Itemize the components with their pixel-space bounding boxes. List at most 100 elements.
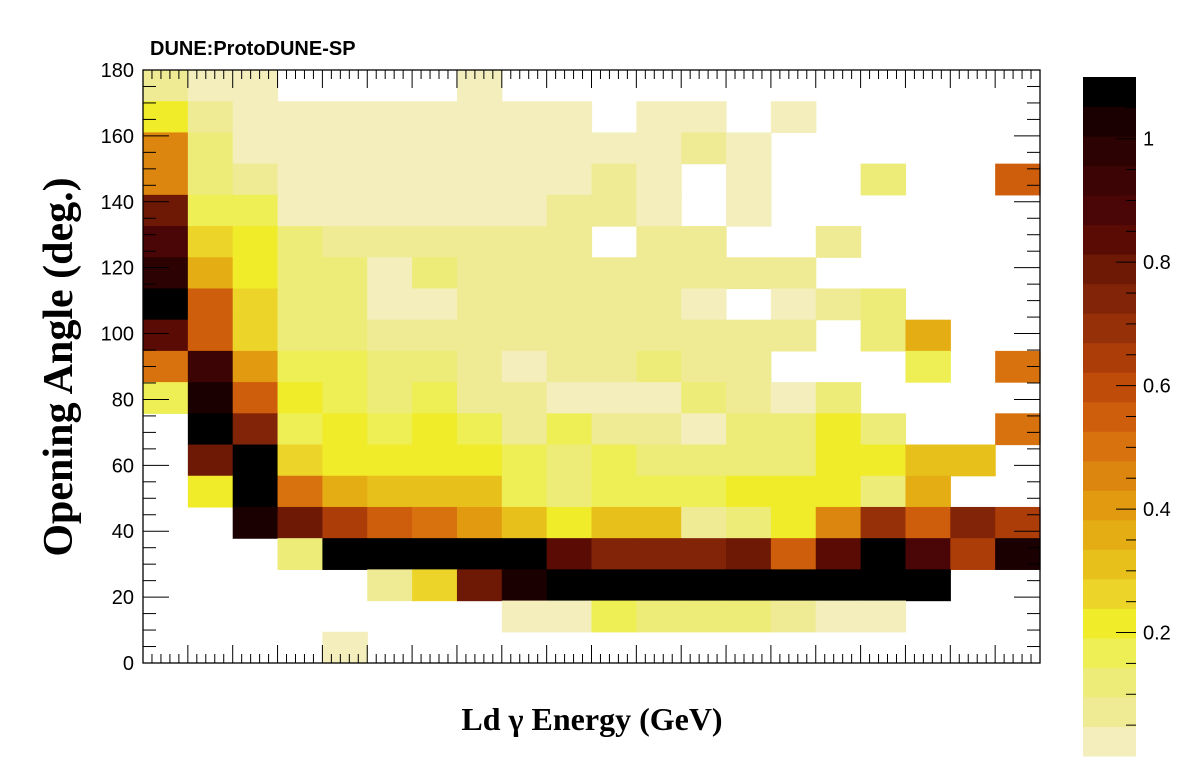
y-tick-label: 180 [101, 60, 134, 82]
heatmap-cell [591, 444, 637, 477]
heatmap-cell [322, 413, 368, 446]
heatmap-cell [367, 413, 413, 446]
heatmap-cell [277, 413, 323, 446]
heatmap-cell [232, 413, 279, 446]
heatmap-cell [770, 506, 817, 539]
heatmap-cell [591, 288, 637, 321]
x-axis-label: Ld γ Energy (GeV) [461, 701, 722, 737]
heatmap-cell [546, 319, 593, 352]
heatmap-cell [636, 132, 682, 165]
z-tick-label: 0.6 [1143, 376, 1171, 398]
heatmap-cell [546, 226, 593, 258]
y-tick-label: 80 [112, 389, 134, 411]
heatmap-cell [412, 319, 458, 352]
heatmap-cell [726, 506, 772, 539]
heatmap-cell [232, 382, 279, 414]
heatmap-cell [187, 101, 234, 134]
heatmap-cell [860, 506, 907, 539]
heatmap-cell [456, 319, 503, 352]
heatmap-cell [681, 569, 727, 602]
heatmap-cell [412, 257, 458, 290]
heatmap-cell [546, 382, 593, 414]
heatmap-cell [277, 163, 323, 196]
heatmap-cell [905, 319, 951, 352]
heatmap-cell [322, 538, 368, 570]
heatmap-cell [412, 288, 458, 321]
heatmap-cell [143, 70, 189, 102]
heatmap-cell [412, 226, 458, 258]
heatmap-cell [905, 506, 951, 539]
heatmap-cell [232, 506, 279, 539]
heatmap-cell [591, 132, 637, 165]
heatmap-cell [681, 413, 727, 446]
heatmap-cell [367, 288, 413, 321]
heatmap-cell [501, 538, 548, 570]
heatmap-cell [232, 163, 279, 196]
heatmap-cell [456, 569, 503, 602]
heatmap-cell [546, 506, 593, 539]
heatmap-cell [412, 132, 458, 165]
heatmap-cell [187, 257, 234, 290]
heatmap-cell [905, 350, 951, 383]
heatmap-cell [412, 538, 458, 570]
heatmap-cell [636, 444, 682, 477]
palette-swatch [1083, 313, 1136, 344]
heatmap-cell [546, 538, 593, 570]
heatmap-cell [322, 194, 368, 227]
heatmap-cell [770, 569, 817, 602]
heatmap-cell [187, 163, 234, 196]
heatmap-cell [546, 444, 593, 477]
heatmap-cell [232, 288, 279, 321]
palette-swatch [1083, 431, 1136, 462]
heatmap-cell [636, 350, 682, 383]
heatmap-cell [770, 101, 817, 134]
heatmap-cell [367, 132, 413, 165]
heatmap-cell [681, 475, 727, 508]
heatmap-cell [726, 569, 772, 602]
heatmap-cell [636, 600, 682, 633]
heatmap-cell [277, 288, 323, 321]
heatmap-cell [636, 257, 682, 290]
palette-swatch [1083, 696, 1136, 727]
heatmap-cell [860, 444, 907, 477]
heatmap-cell [501, 226, 548, 258]
heatmap-cell [277, 382, 323, 414]
heatmap-cell [367, 538, 413, 570]
heatmap-cell [591, 194, 637, 227]
heatmap-cell [501, 319, 548, 352]
heatmap-cell [995, 413, 1041, 446]
heatmap-cell [456, 506, 503, 539]
heatmap-cell [636, 163, 682, 196]
heatmap-cell [456, 444, 503, 477]
heatmap-cell [681, 226, 727, 258]
heatmap-cell [546, 163, 593, 196]
heatmap-cell [501, 600, 548, 633]
heatmap-cell [322, 163, 368, 196]
heatmap-cell [770, 319, 817, 352]
heatmap-cell [187, 475, 234, 508]
heatmap-cell [636, 288, 682, 321]
heatmap-cell [950, 538, 996, 570]
palette-swatch [1083, 136, 1136, 167]
heatmap-cell [770, 444, 817, 477]
heatmap-cell [726, 319, 772, 352]
color-scale-ticks: 0.2 0.4 0.6 0.8 1 [1116, 107, 1171, 726]
heatmap-cell [322, 226, 368, 258]
heatmap-cell [232, 101, 279, 134]
heatmap-cell [187, 382, 234, 414]
palette-swatch [1083, 283, 1136, 314]
heatmap-cell [636, 194, 682, 227]
heatmap-cell [277, 538, 323, 570]
y-tick-label: 0 [123, 653, 134, 675]
heatmap-cell [412, 194, 458, 227]
heatmap-cell [501, 569, 548, 602]
heatmap-cell [501, 288, 548, 321]
heatmap-cell [501, 382, 548, 414]
heatmap-cell [367, 226, 413, 258]
heatmap-cell [770, 475, 817, 508]
heatmap-cell [726, 194, 772, 227]
heatmap-cell [546, 194, 593, 227]
heatmap-cell [546, 475, 593, 508]
heatmap-cell [681, 600, 727, 633]
heatmap-cell [367, 163, 413, 196]
